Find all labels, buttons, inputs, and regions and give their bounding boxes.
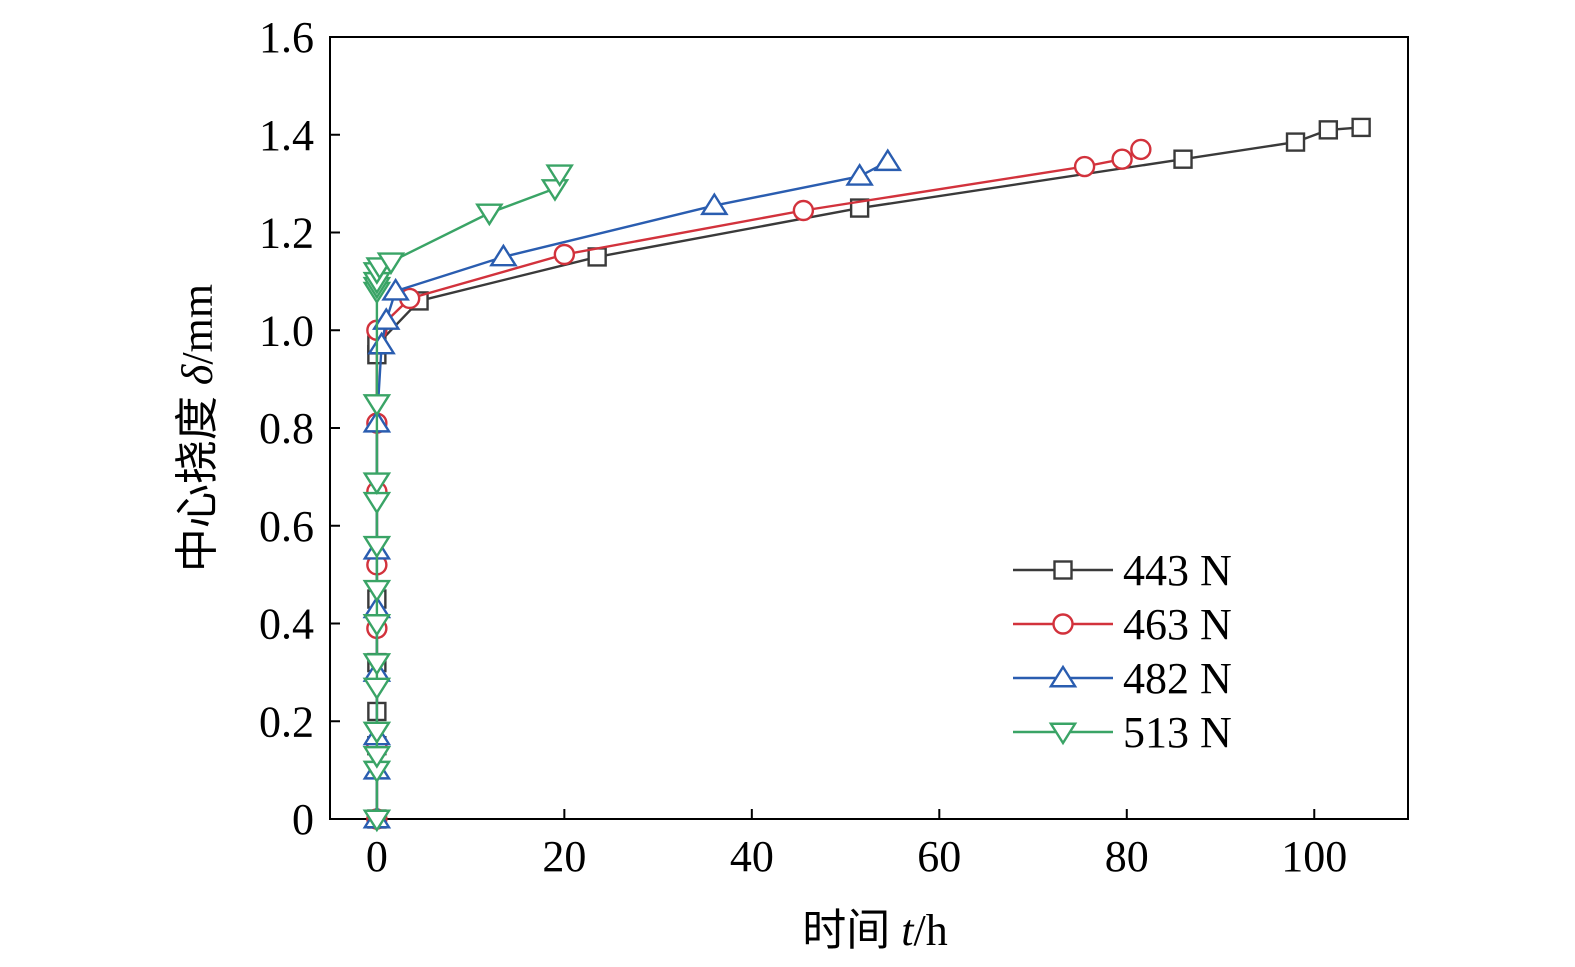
data-point: [700, 192, 729, 216]
legend-label: 513 N: [1123, 708, 1232, 757]
data-point: [1173, 149, 1193, 169]
y-tick-label: 1.0: [259, 306, 314, 355]
data-point: [1111, 148, 1133, 170]
y-axis-title: 中心挠度 δ/mm: [173, 284, 222, 572]
series-line: [375, 173, 561, 819]
data-point: [587, 247, 607, 267]
legend-marker: [1053, 560, 1073, 580]
data-point: [1130, 138, 1152, 161]
data-point: [873, 148, 903, 172]
data-point: [367, 331, 396, 355]
x-axis-title-prefix: 时间: [802, 906, 901, 955]
x-axis-title-variable: t: [901, 906, 915, 955]
y-axis-title-unit: /mm: [173, 284, 222, 365]
legend-label: 482 N: [1123, 654, 1232, 703]
x-tick-label: 20: [542, 832, 586, 881]
legend: 443 N 463 N 482 N 513 N: [1013, 546, 1232, 757]
x-tick-label: 80: [1105, 832, 1149, 881]
y-tick-label: 0: [292, 795, 314, 844]
data-point: [362, 746, 392, 769]
data-point: [376, 252, 406, 276]
data-point: [362, 491, 392, 515]
y-tick-label: 1.4: [259, 111, 314, 160]
series-463-n: [366, 138, 1152, 830]
y-tick-label: 0.4: [259, 600, 314, 649]
data-point: [845, 163, 874, 186]
x-tick-label: 60: [917, 832, 961, 881]
data-point: [489, 243, 518, 267]
legend-item: 513 N: [1013, 708, 1232, 757]
series-line: [375, 160, 889, 819]
legend-marker: [1048, 664, 1078, 688]
legend-label: 463 N: [1123, 600, 1232, 649]
x-axis: 0 20 40 60 80 100: [366, 809, 1347, 881]
data-point: [362, 472, 392, 496]
legend-item: 482 N: [1013, 654, 1232, 703]
data-point: [540, 179, 570, 202]
data-point: [362, 677, 392, 701]
data-point: [553, 243, 576, 266]
x-tick-label: 40: [730, 832, 774, 881]
data-point: [1318, 120, 1339, 140]
y-axis-title-prefix: 中心挠度: [173, 385, 222, 572]
data-point: [1351, 117, 1371, 138]
data-point: [362, 535, 392, 559]
y-axis-title-variable: δ: [173, 363, 222, 385]
x-axis-title-unit: /h: [914, 906, 948, 955]
x-tick-label: 0: [366, 832, 388, 881]
data-point: [362, 653, 392, 676]
y-tick-label: 0.6: [259, 502, 314, 551]
legend-item: 463 N: [1013, 600, 1232, 649]
y-tick-label: 1.6: [259, 13, 314, 62]
plot-frame: [329, 36, 1409, 820]
x-tick-label: 100: [1281, 832, 1347, 881]
data-point: [475, 203, 504, 227]
data-point: [362, 614, 392, 637]
y-tick-label: 0.2: [259, 697, 314, 746]
data-point: [1285, 132, 1306, 152]
data-point: [362, 721, 392, 745]
data-point: [849, 198, 870, 218]
y-tick-label: 0.8: [259, 404, 314, 453]
data-point: [381, 277, 410, 301]
y-axis: 0 0.2 0.4 0.6 0.8 1.0 1.2 1.4 1.6: [259, 13, 340, 844]
data-point: [371, 307, 401, 330]
data-point: [545, 164, 574, 188]
data-point: [1073, 155, 1096, 178]
legend-label: 443 N: [1123, 546, 1232, 595]
legend-item: 443 N: [1013, 546, 1232, 595]
data-point: [362, 394, 392, 417]
series-513-n: [362, 164, 574, 833]
legend-marker: [1048, 722, 1078, 746]
series-line: [375, 148, 1142, 819]
data-point: [792, 199, 815, 222]
y-tick-label: 1.2: [259, 209, 314, 258]
series-482-n: [362, 148, 903, 829]
data-point: [362, 809, 392, 833]
data-point: [362, 579, 392, 603]
series-layer: [362, 117, 1371, 833]
legend-marker: [1052, 613, 1074, 635]
x-axis-title: 时间 t/h: [802, 906, 947, 955]
